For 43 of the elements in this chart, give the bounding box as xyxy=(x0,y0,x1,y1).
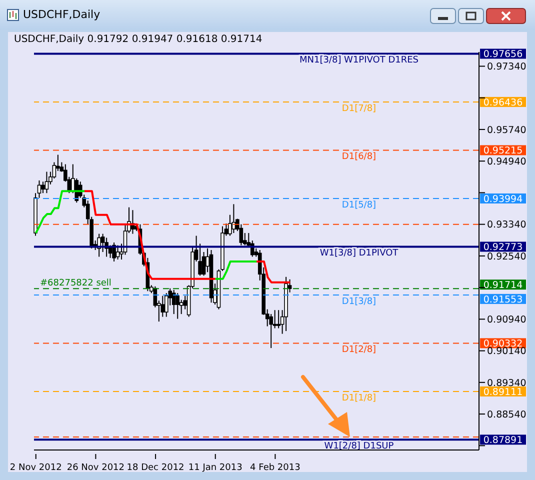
y-tick-label: 0.97340 xyxy=(487,62,526,73)
ref-line-label: D1[7/8] xyxy=(342,104,376,114)
ref-line-label: D1[1/8] xyxy=(342,393,376,404)
ref-line-label: D1[5/8] xyxy=(342,200,376,210)
text: 0.93994 xyxy=(483,194,523,205)
text: 0.87891 xyxy=(483,435,523,446)
ref-line-label: D1[2/8] xyxy=(342,345,376,356)
x-tick-label: 11 Jan 2013 xyxy=(188,463,242,473)
candlestick xyxy=(269,314,273,349)
candlestick xyxy=(100,233,105,252)
y-tick-label: 0.88540 xyxy=(487,409,526,420)
x-tick-label: 2 Nov 2012 xyxy=(10,463,62,473)
ref-line-label: D1[3/8] xyxy=(342,296,376,307)
chart-title: USDCHF,Daily xyxy=(23,8,100,21)
candlestick xyxy=(164,292,168,318)
y-tick-label: 0.90940 xyxy=(487,314,526,326)
y-tick-label: 0.92540 xyxy=(487,251,526,262)
text: 0.97656 xyxy=(483,49,523,60)
text: 0.92773 xyxy=(483,242,523,254)
text: 0.89111 xyxy=(483,386,523,398)
chart-title: USDCHF,Daily 0.91792 0.91947 0.91618 0.91714 xyxy=(14,34,262,45)
y-tick-label: 0.95740 xyxy=(487,124,526,136)
y-tick-label: 0.94940 xyxy=(487,156,526,168)
text: 0.95215 xyxy=(483,146,523,157)
ref-line-label: W1[3/8] D1PIVOT xyxy=(320,248,399,259)
candlestick xyxy=(116,244,120,260)
x-tick-label: 4 Feb 2013 xyxy=(250,463,300,473)
text: 0.91714 xyxy=(483,280,523,292)
candlestick xyxy=(44,171,49,194)
candlestick xyxy=(160,295,165,318)
y-tick-label: 0.89340 xyxy=(487,378,526,389)
candlestick xyxy=(41,181,45,194)
x-tick-label: 26 Nov 2012 xyxy=(66,463,125,473)
ref-line-label: MN1[3/8] W1PIVOT D1RES xyxy=(299,56,419,66)
ref-line-label: #68275822 sell xyxy=(40,278,112,289)
x-tick-label: 18 Dec 2012 xyxy=(126,463,184,473)
candlestick xyxy=(172,289,176,315)
text: 0.91553 xyxy=(483,294,523,306)
text: 0.96436 xyxy=(483,97,523,108)
y-tick-label: 0.93340 xyxy=(487,220,526,231)
ref-line-label: D1[6/8] xyxy=(342,152,376,162)
candlestick xyxy=(176,292,180,320)
ref-line-label: W1[2/8] D1SUP xyxy=(324,442,394,452)
